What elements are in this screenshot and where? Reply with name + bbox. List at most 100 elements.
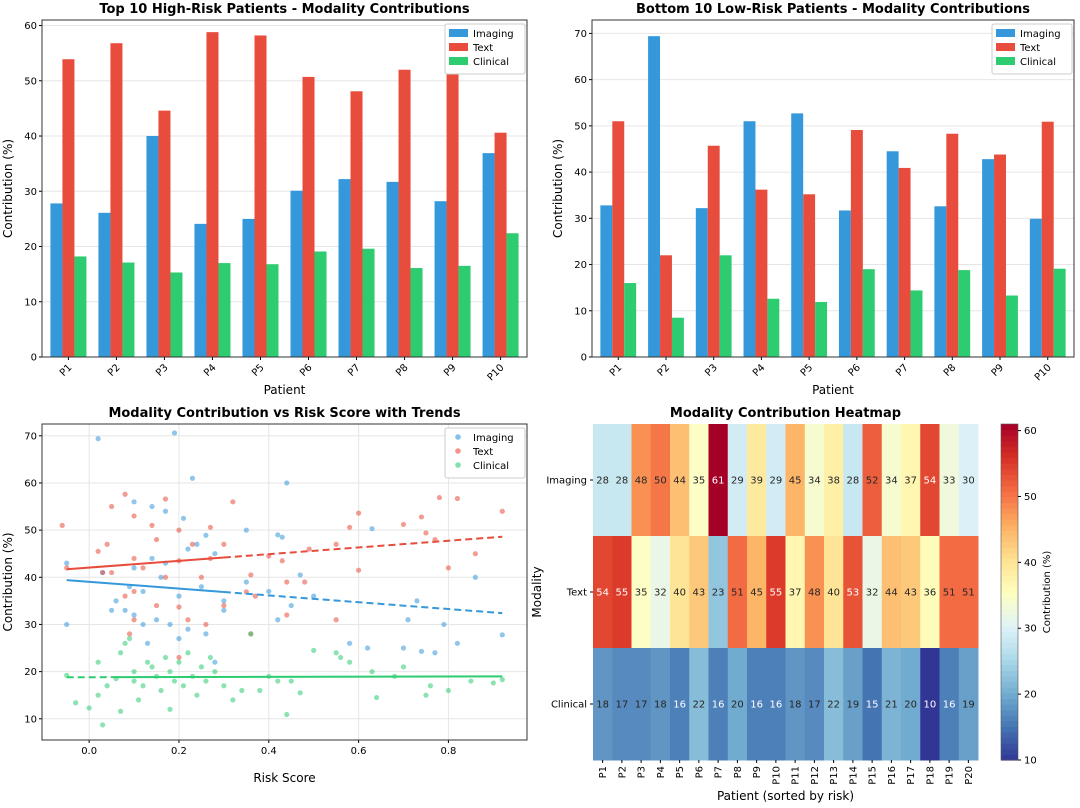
bar-text-P8: [398, 69, 411, 357]
heatmap-cell-label: 48: [635, 476, 648, 487]
y-tick-label: 10: [574, 306, 587, 317]
bar-clinical-P6: [314, 251, 327, 357]
point-clinical: [167, 669, 173, 675]
bar-imaging-P10: [482, 153, 495, 357]
bar-text-P5: [803, 194, 816, 357]
colorbar-tick-label: 10: [1024, 756, 1037, 767]
bar-imaging-P2: [648, 36, 661, 358]
point-imaging: [405, 617, 411, 623]
heatmap-cell-label: 28: [847, 476, 860, 487]
heatmap-cell-label: 28: [616, 476, 629, 487]
y-tick-label: 70: [24, 431, 37, 442]
point-text: [347, 524, 353, 530]
point-imaging: [279, 534, 285, 540]
heatmap-cell-clinical-P4: [650, 648, 671, 761]
point-text: [248, 572, 254, 578]
heatmap-cell-label: 22: [827, 700, 840, 711]
legend-marker-imaging: [455, 434, 461, 440]
point-text: [109, 503, 115, 510]
colorbar-tick-label: 60: [1024, 426, 1037, 437]
chart-title: Top 10 High-Risk Patients - Modality Con…: [99, 2, 470, 17]
colorbar-segment: [1001, 743, 1018, 750]
colorbar-segment: [1001, 625, 1018, 632]
heatmap-cell-label: 40: [673, 588, 686, 599]
heatmap-cell-label: 52: [866, 476, 879, 487]
y-tick-label: 30: [574, 214, 587, 225]
y-tick-label: 10: [24, 297, 37, 308]
point-imaging: [180, 515, 187, 521]
colorbar-segment: [1001, 575, 1018, 582]
point-imaging: [149, 555, 155, 562]
heatmap-cell-text-P1: [593, 536, 613, 649]
x-tick-label: P9: [990, 362, 1007, 379]
heatmap-cell-text-P10: [766, 536, 786, 649]
heatmap-cell-text-P16: [881, 536, 902, 649]
colorbar-segment: [1001, 681, 1018, 688]
colorbar-segment: [1001, 474, 1018, 481]
legend-label: Text: [1019, 43, 1040, 54]
point-imaging: [414, 598, 420, 604]
x-tick-label: P5: [250, 362, 267, 379]
bar-clinical-P8: [958, 270, 971, 357]
x-tick-label: P1: [608, 362, 625, 379]
heatmap-cell-imaging-P8: [727, 424, 748, 537]
y-tick-label: 40: [574, 168, 587, 179]
point-imaging: [275, 532, 281, 538]
point-imaging: [297, 572, 303, 578]
heatmap-cell-label: 20: [904, 700, 917, 711]
heatmap-cell-clinical-P11: [785, 648, 806, 761]
point-text: [122, 593, 128, 599]
point-imaging: [499, 632, 505, 638]
bar-text-P9: [446, 52, 459, 357]
colorbar-segment: [1001, 631, 1018, 638]
heatmap-cell-imaging-P10: [766, 424, 786, 537]
heatmap-cell-clinical-P7: [708, 648, 729, 761]
legend: [444, 427, 526, 479]
x-axis-label: Patient (sorted by risk): [717, 789, 854, 803]
heatmap-cell-text-P9: [747, 536, 767, 649]
bar-imaging-P6: [290, 190, 303, 357]
point-clinical: [212, 669, 218, 675]
point-imaging: [162, 508, 169, 514]
point-clinical: [257, 687, 263, 694]
colorbar-segment: [1001, 547, 1018, 554]
y-axis-label: Contribution (%): [551, 139, 565, 238]
x-tick-label: P2: [617, 766, 628, 778]
point-text: [185, 617, 191, 623]
heatmap-cell-label: 16: [673, 700, 686, 711]
heatmap-cell-clinical-P8: [727, 648, 748, 761]
heatmap-cell-label: 28: [596, 476, 609, 487]
x-tick-label: 0.4: [261, 746, 277, 757]
heatmap-cell-label: 43: [904, 588, 917, 599]
point-text: [284, 612, 290, 618]
heatmap-cell-text-P15: [862, 536, 883, 649]
point-imaging: [176, 635, 182, 642]
y-tick-label: Text: [566, 588, 587, 599]
x-tick-label: P4: [656, 766, 667, 778]
trend-line-text: [223, 535, 503, 559]
colorbar-segment: [1001, 440, 1018, 447]
heatmap-cell-label: 45: [750, 588, 763, 599]
heatmap-cell-clinical-P6: [689, 648, 709, 761]
colorbar-segment: [1001, 463, 1018, 470]
heatmap-cell-label: 17: [616, 700, 629, 711]
point-clinical: [284, 711, 290, 718]
x-tick-label: P1: [598, 766, 609, 778]
x-axis-label: Risk Score: [253, 771, 315, 785]
colorbar-segment: [1001, 614, 1018, 621]
bar-text-P8: [946, 133, 959, 357]
point-imaging: [95, 436, 101, 442]
x-tick-label: P3: [154, 362, 171, 379]
point-imaging: [454, 640, 460, 646]
heatmap-cell-label: 44: [885, 588, 898, 599]
heatmap-cell-label: 54: [924, 476, 937, 487]
colorbar-segment: [1001, 659, 1018, 666]
bar-imaging-P1: [600, 205, 613, 357]
x-tick-label: P7: [714, 766, 725, 778]
colorbar-segment: [1001, 580, 1018, 587]
point-imaging: [364, 645, 371, 651]
y-tick-label: 20: [24, 667, 37, 678]
heatmap-cell-label: 55: [616, 588, 629, 599]
y-tick-label: 0: [31, 353, 37, 364]
